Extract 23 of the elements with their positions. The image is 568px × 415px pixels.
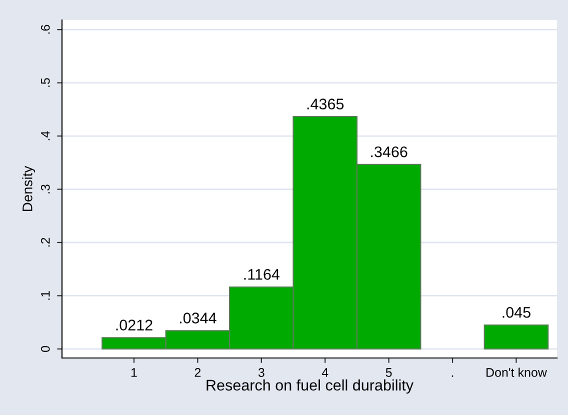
x-tick-label: 3	[258, 368, 264, 377]
y-tick-label: .6	[40, 24, 50, 34]
y-tick-label: 0	[40, 346, 50, 352]
x-tick-label: 2	[194, 368, 201, 377]
data-label: .1164	[244, 268, 280, 280]
y-tick-label: .2	[40, 238, 50, 247]
data-label: .3466	[371, 146, 408, 158]
data-label: .045	[502, 306, 530, 318]
x-tick-label: .	[452, 375, 454, 377]
data-label: .0212	[116, 320, 152, 330]
x-tick-label: 4	[322, 368, 328, 377]
x-tick-label: Don't know	[486, 368, 547, 377]
data-label: .0344	[180, 312, 216, 324]
y-axis-title: Density	[22, 166, 36, 212]
x-tick-label: 5	[386, 368, 392, 377]
y-tick-label: .3	[40, 184, 50, 194]
y-tick-label: .4	[41, 131, 50, 140]
bar	[484, 324, 549, 350]
data-label: .4365	[307, 98, 344, 110]
x-axis-title: Research on fuel cell durability	[206, 379, 414, 394]
x-tick-label: 1	[131, 368, 137, 377]
y-tick-label: .5	[41, 78, 50, 87]
y-tick-label: .1	[41, 291, 50, 300]
